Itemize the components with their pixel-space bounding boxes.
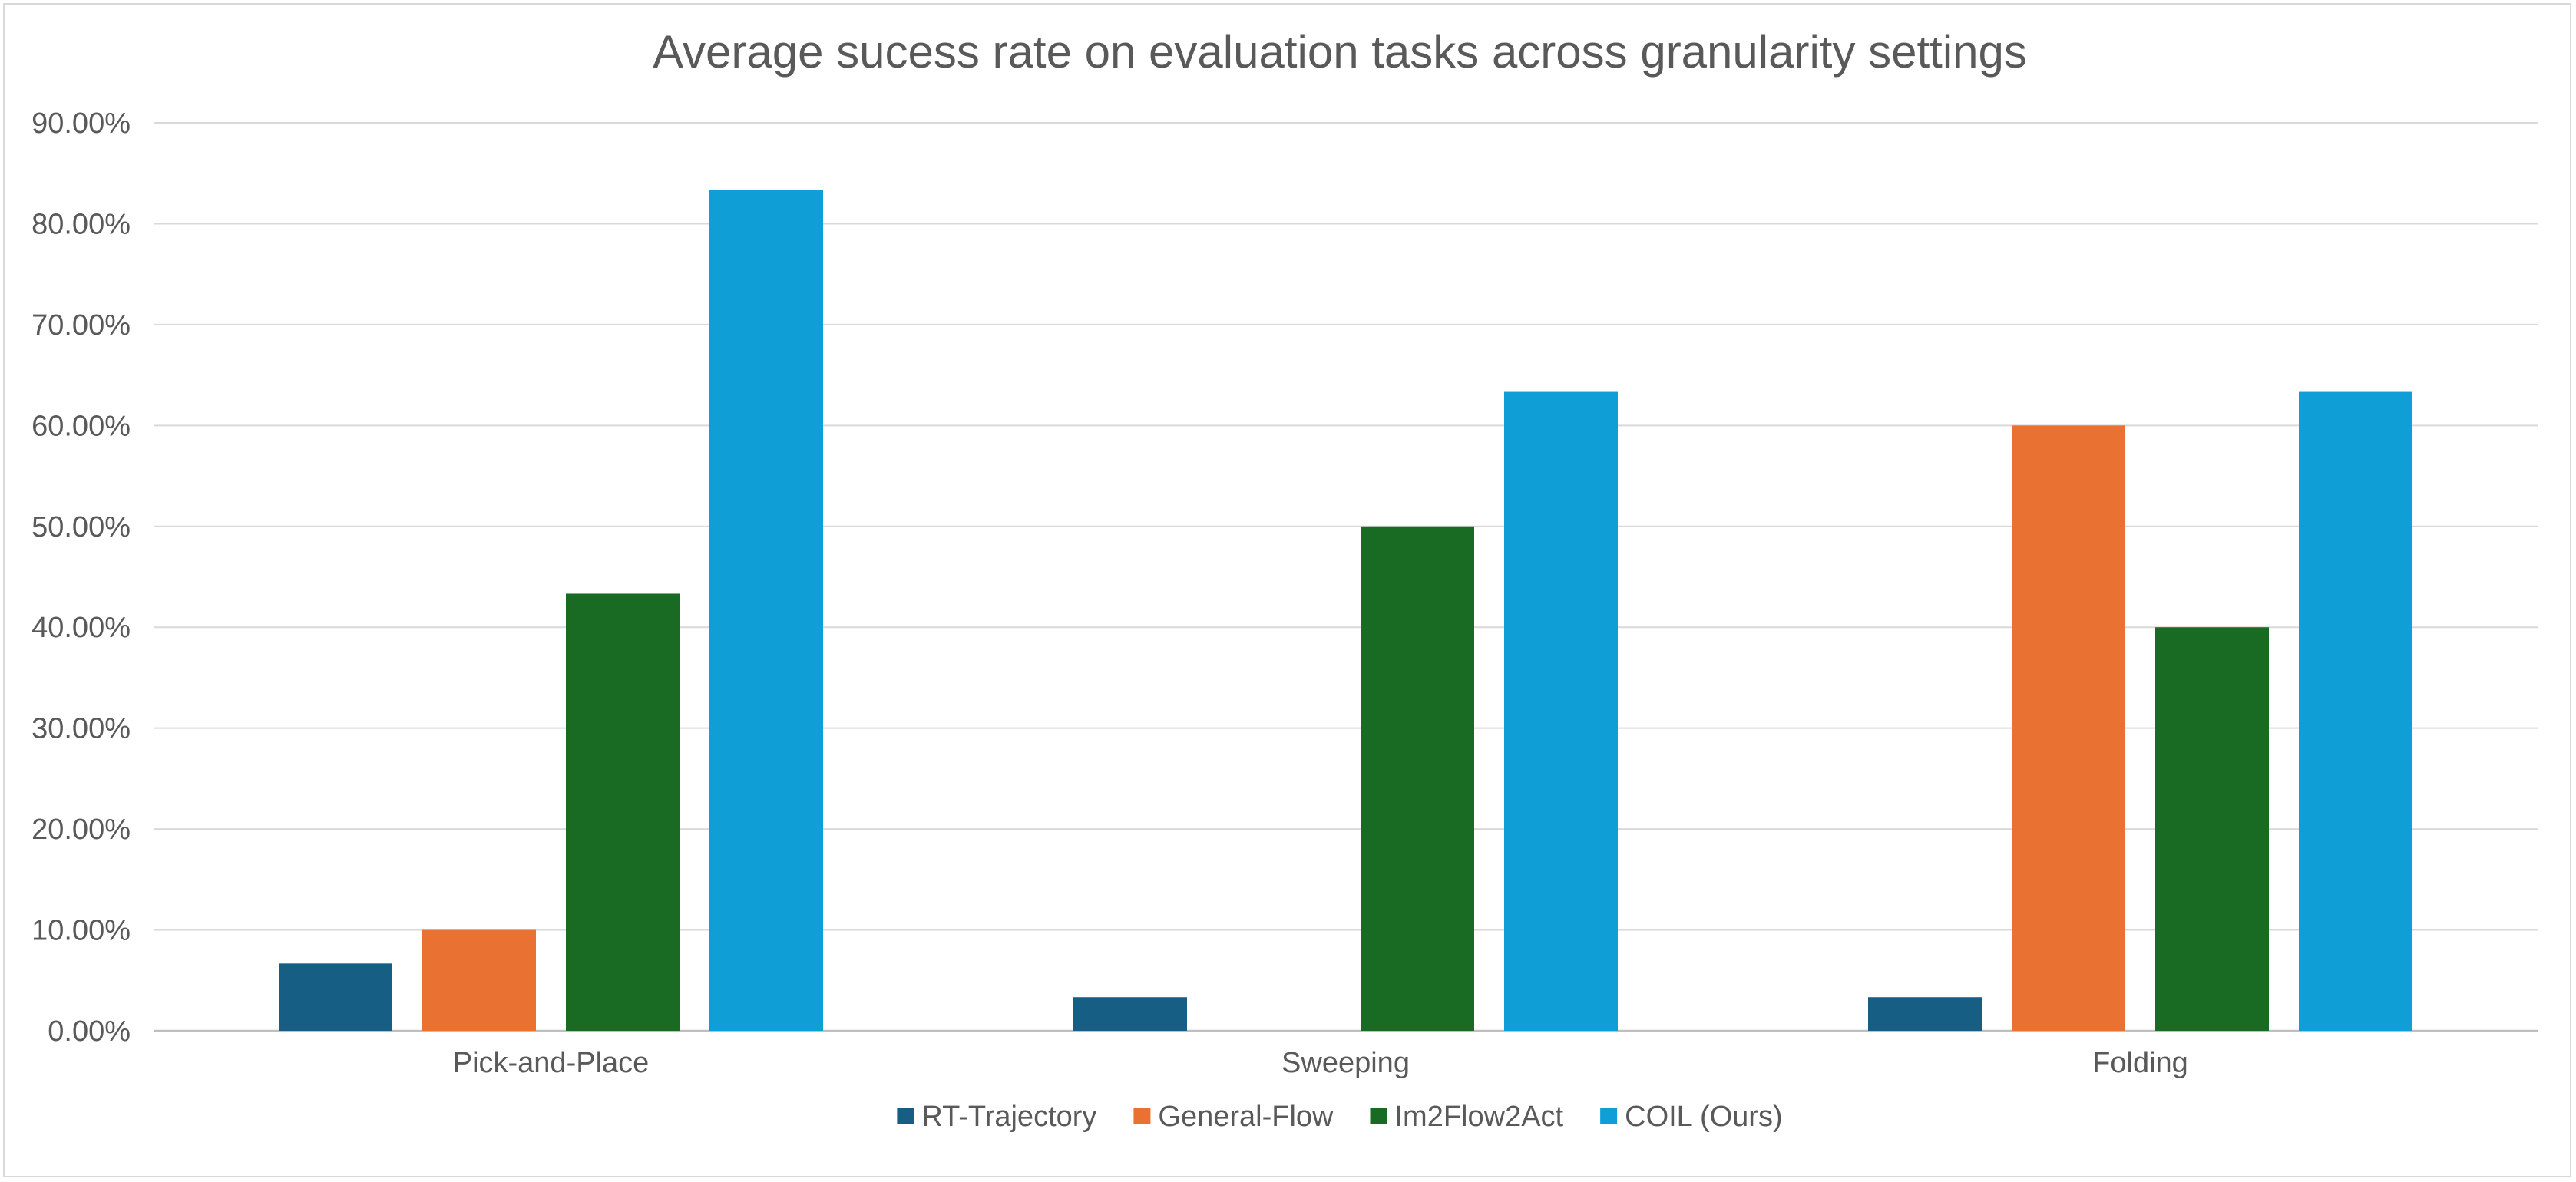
bar bbox=[2012, 425, 2125, 1031]
bar bbox=[709, 190, 823, 1031]
y-tick-label: 80.00% bbox=[31, 208, 131, 240]
y-tick-label: 40.00% bbox=[31, 612, 131, 644]
bar bbox=[1504, 391, 1618, 1031]
legend-label: COIL (Ours) bbox=[1625, 1101, 1783, 1133]
bar bbox=[1868, 997, 1982, 1031]
legend-item: RT-Trajectory bbox=[897, 1101, 1096, 1133]
legend: RT-Trajectory General-Flow Im2Flow2Act COIL… bbox=[897, 1101, 1783, 1133]
bar bbox=[279, 963, 392, 1031]
chart-title: Average sucess rate on evaluation tasks … bbox=[653, 26, 2027, 78]
y-axis-ticks: 0.00% 10.00% 20.00% 30.00% 40.00% 50.00% 60.00… bbox=[31, 107, 131, 1048]
bar bbox=[2155, 627, 2269, 1031]
legend-item: General-Flow bbox=[1133, 1101, 1334, 1133]
x-tick-label: Sweeping bbox=[1281, 1047, 1410, 1079]
x-tick-label: Folding bbox=[2092, 1047, 2188, 1079]
bar bbox=[566, 593, 680, 1031]
bar bbox=[1073, 997, 1187, 1031]
legend-item: COIL (Ours) bbox=[1600, 1101, 1783, 1133]
legend-swatch bbox=[1370, 1108, 1387, 1124]
gridlines bbox=[154, 122, 2538, 1032]
y-tick-label: 20.00% bbox=[31, 814, 131, 846]
bars bbox=[279, 190, 2412, 1031]
bar bbox=[422, 929, 536, 1031]
legend-swatch bbox=[1600, 1108, 1618, 1124]
y-tick-label: 90.00% bbox=[31, 107, 131, 140]
y-tick-label: 0.00% bbox=[48, 1015, 131, 1048]
x-axis-labels: Pick-and-Place Sweeping Folding bbox=[453, 1047, 2188, 1079]
bar bbox=[1361, 526, 1474, 1031]
y-tick-label: 50.00% bbox=[31, 511, 131, 543]
x-tick-label: Pick-and-Place bbox=[453, 1047, 650, 1079]
legend-label: RT-Trajectory bbox=[921, 1101, 1096, 1133]
legend-item: Im2Flow2Act bbox=[1370, 1101, 1564, 1133]
legend-swatch bbox=[897, 1108, 914, 1124]
y-tick-label: 70.00% bbox=[31, 309, 131, 342]
y-tick-label: 10.00% bbox=[31, 915, 131, 947]
y-tick-label: 30.00% bbox=[31, 713, 131, 745]
legend-label: General-Flow bbox=[1158, 1101, 1334, 1133]
bar bbox=[2299, 391, 2412, 1031]
legend-swatch bbox=[1133, 1108, 1151, 1124]
legend-label: Im2Flow2Act bbox=[1395, 1101, 1564, 1133]
y-tick-label: 60.00% bbox=[31, 410, 131, 442]
